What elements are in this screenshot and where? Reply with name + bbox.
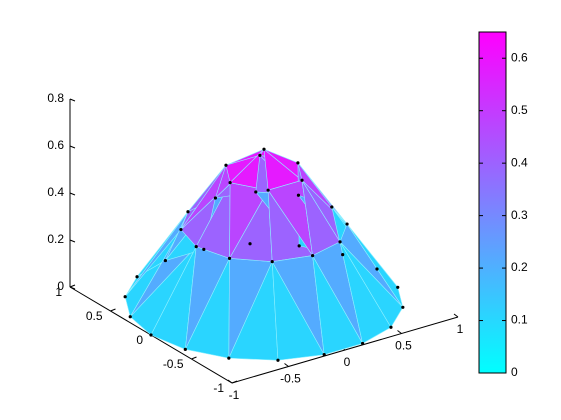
y-tick xyxy=(191,356,197,360)
colorbar-tick-label: 0.2 xyxy=(511,260,528,274)
node-marker xyxy=(300,178,304,182)
z-tick-label: 0 xyxy=(57,279,64,293)
node-marker xyxy=(186,210,190,214)
y-tick-label: -0.5 xyxy=(163,357,184,371)
node-marker xyxy=(296,161,300,165)
colorbar-tick-label: 0.3 xyxy=(511,208,528,222)
node-marker xyxy=(341,253,345,257)
node-marker xyxy=(389,325,393,329)
node-marker xyxy=(258,153,262,157)
node-marker xyxy=(183,347,187,351)
node-marker xyxy=(228,181,232,185)
z-tick xyxy=(69,98,76,102)
z-tick xyxy=(69,239,76,243)
node-marker xyxy=(311,254,315,258)
y-tick xyxy=(69,284,76,288)
x-tick xyxy=(453,313,459,318)
z-tick xyxy=(69,145,76,149)
node-marker xyxy=(194,245,198,249)
y-tick xyxy=(110,308,116,312)
node-marker xyxy=(270,260,274,264)
node-marker xyxy=(330,205,334,209)
node-marker xyxy=(266,188,270,192)
node-marker xyxy=(224,163,228,167)
node-marker xyxy=(163,258,168,263)
node-marker xyxy=(149,333,153,337)
colorbar-tick-label: 0 xyxy=(511,365,518,379)
node-marker xyxy=(213,196,217,200)
node-marker xyxy=(135,275,139,279)
y-tick-label: -1 xyxy=(213,381,224,395)
z-tick xyxy=(69,192,76,196)
surface-face xyxy=(339,241,404,328)
node-marker xyxy=(296,193,301,197)
node-marker xyxy=(338,240,342,244)
colorbar-tick-label: 0.5 xyxy=(511,103,528,117)
node-marker xyxy=(401,305,405,309)
node-marker xyxy=(227,256,232,260)
node-marker xyxy=(396,285,400,289)
node-marker xyxy=(276,358,280,362)
x-tick-label: 0 xyxy=(344,355,351,369)
colorbar-tick-label: 0.1 xyxy=(511,313,528,327)
x-tick xyxy=(227,379,233,384)
node-marker xyxy=(297,244,301,248)
colorbar-tick-label: 0.4 xyxy=(511,155,528,169)
x-tick-label: 1 xyxy=(457,322,464,336)
y-tick-label: 0 xyxy=(136,333,143,347)
surface xyxy=(123,147,405,362)
z-tick-label: 0.8 xyxy=(47,91,64,105)
surface-face xyxy=(346,223,404,308)
node-marker xyxy=(179,227,183,232)
z-tick-label: 0.6 xyxy=(47,138,64,152)
z-tick-label: 0.2 xyxy=(47,232,64,246)
node-marker xyxy=(254,190,258,194)
node-marker xyxy=(123,295,127,299)
x-tick-label: -1 xyxy=(229,388,240,402)
node-marker xyxy=(202,247,206,251)
colorbar-tick-label: 0.6 xyxy=(511,50,528,64)
z-tick-label: 0.4 xyxy=(47,185,64,199)
node-marker xyxy=(360,341,365,346)
x-tick-label: 0.5 xyxy=(395,339,412,353)
x-tick xyxy=(397,330,402,334)
y-tick-label: 1 xyxy=(55,285,62,299)
node-marker xyxy=(248,242,252,246)
node-marker xyxy=(262,147,266,151)
colorbar: 0 0.1 0.2 0.3 0.4 0.5 0.6 xyxy=(478,31,528,379)
node-marker xyxy=(128,315,132,319)
colorbar-scale xyxy=(478,31,507,374)
x-tick-label: -0.5 xyxy=(280,372,301,386)
z-tick xyxy=(69,286,76,290)
node-marker xyxy=(375,267,379,271)
node-marker xyxy=(322,353,326,357)
x-tick xyxy=(284,363,289,367)
node-marker xyxy=(227,356,231,360)
y-tick xyxy=(231,380,238,384)
y-tick-label: 0.5 xyxy=(86,309,103,323)
node-marker xyxy=(345,222,349,226)
